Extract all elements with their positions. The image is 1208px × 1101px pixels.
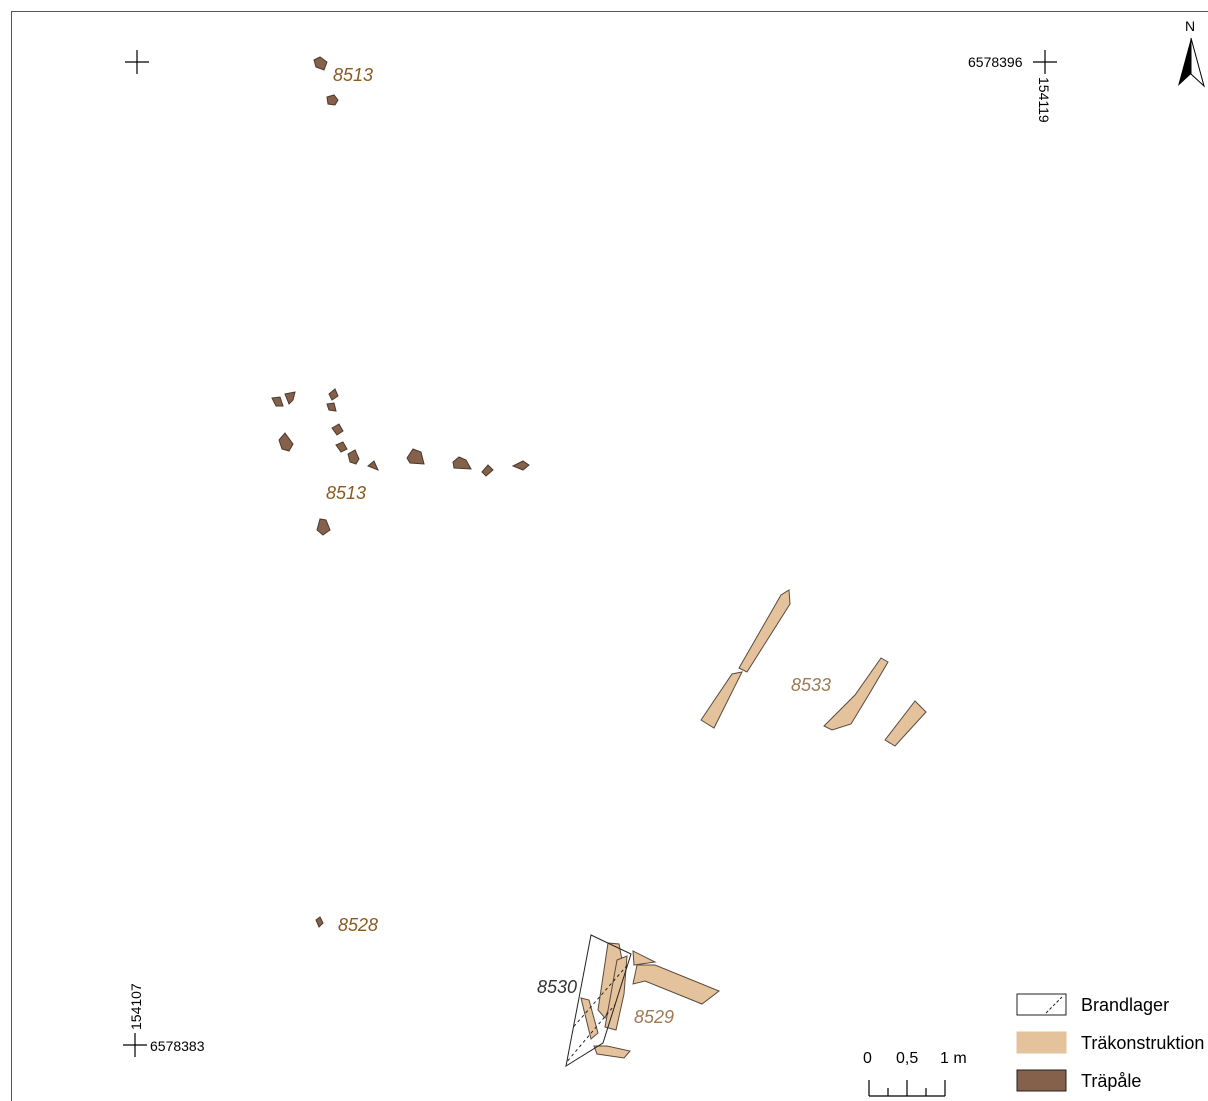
trapale-posts [271,56,530,928]
legend: Brandlager Träkonstruktion Träpåle [1016,993,1204,1092]
grid-cross-top-right [1033,50,1057,74]
post [284,391,296,405]
label-8513-top: 8513 [333,65,373,85]
post [367,460,379,471]
post [406,448,425,465]
svg-text:0,5: 0,5 [896,1050,918,1067]
grid-cross-bottom-left [123,1033,147,1057]
svg-text:Träkonstruktion: Träkonstruktion [1081,1033,1204,1053]
post [326,94,339,106]
grid-cross-top-left [125,50,149,74]
label-8513-mid: 8513 [326,483,366,503]
svg-text:Brandlager: Brandlager [1081,995,1169,1015]
legend-item-brandlager: Brandlager [1016,993,1169,1016]
post [481,464,494,477]
post [278,432,294,452]
scale-bar: 0 0,5 1 m [863,1050,967,1097]
svg-text:N: N [1185,18,1195,34]
post [335,441,348,453]
coord-top-right-north: 6578396 [968,54,1023,70]
legend-item-trakonstruktion: Träkonstruktion [1016,1031,1204,1054]
coord-top-right-east: 154119 [1036,77,1052,123]
post [316,518,331,536]
legend-item-trapale: Träpåle [1016,1069,1141,1092]
map-frame [11,11,1208,1101]
coord-bottom-left-north: 6578383 [150,1038,205,1054]
label-8533: 8533 [791,675,831,695]
trakonstruktion-8529 [580,942,720,1059]
post [315,916,324,928]
post [313,56,328,71]
post [271,396,284,407]
post [331,423,344,436]
label-8530: 8530 [537,977,577,997]
svg-text:Träpåle: Träpåle [1081,1071,1141,1091]
svg-text:1 m: 1 m [940,1050,967,1067]
label-8528: 8528 [338,915,378,935]
north-arrow-icon: N [1178,18,1205,88]
trakonstruktion-8533 [700,589,927,747]
post [511,460,530,471]
post [326,402,337,412]
post [347,449,360,465]
svg-text:0: 0 [863,1050,872,1067]
post [452,456,472,470]
post [328,388,339,401]
label-8529: 8529 [634,1007,674,1027]
coord-bottom-left-east: 154107 [128,983,144,1030]
